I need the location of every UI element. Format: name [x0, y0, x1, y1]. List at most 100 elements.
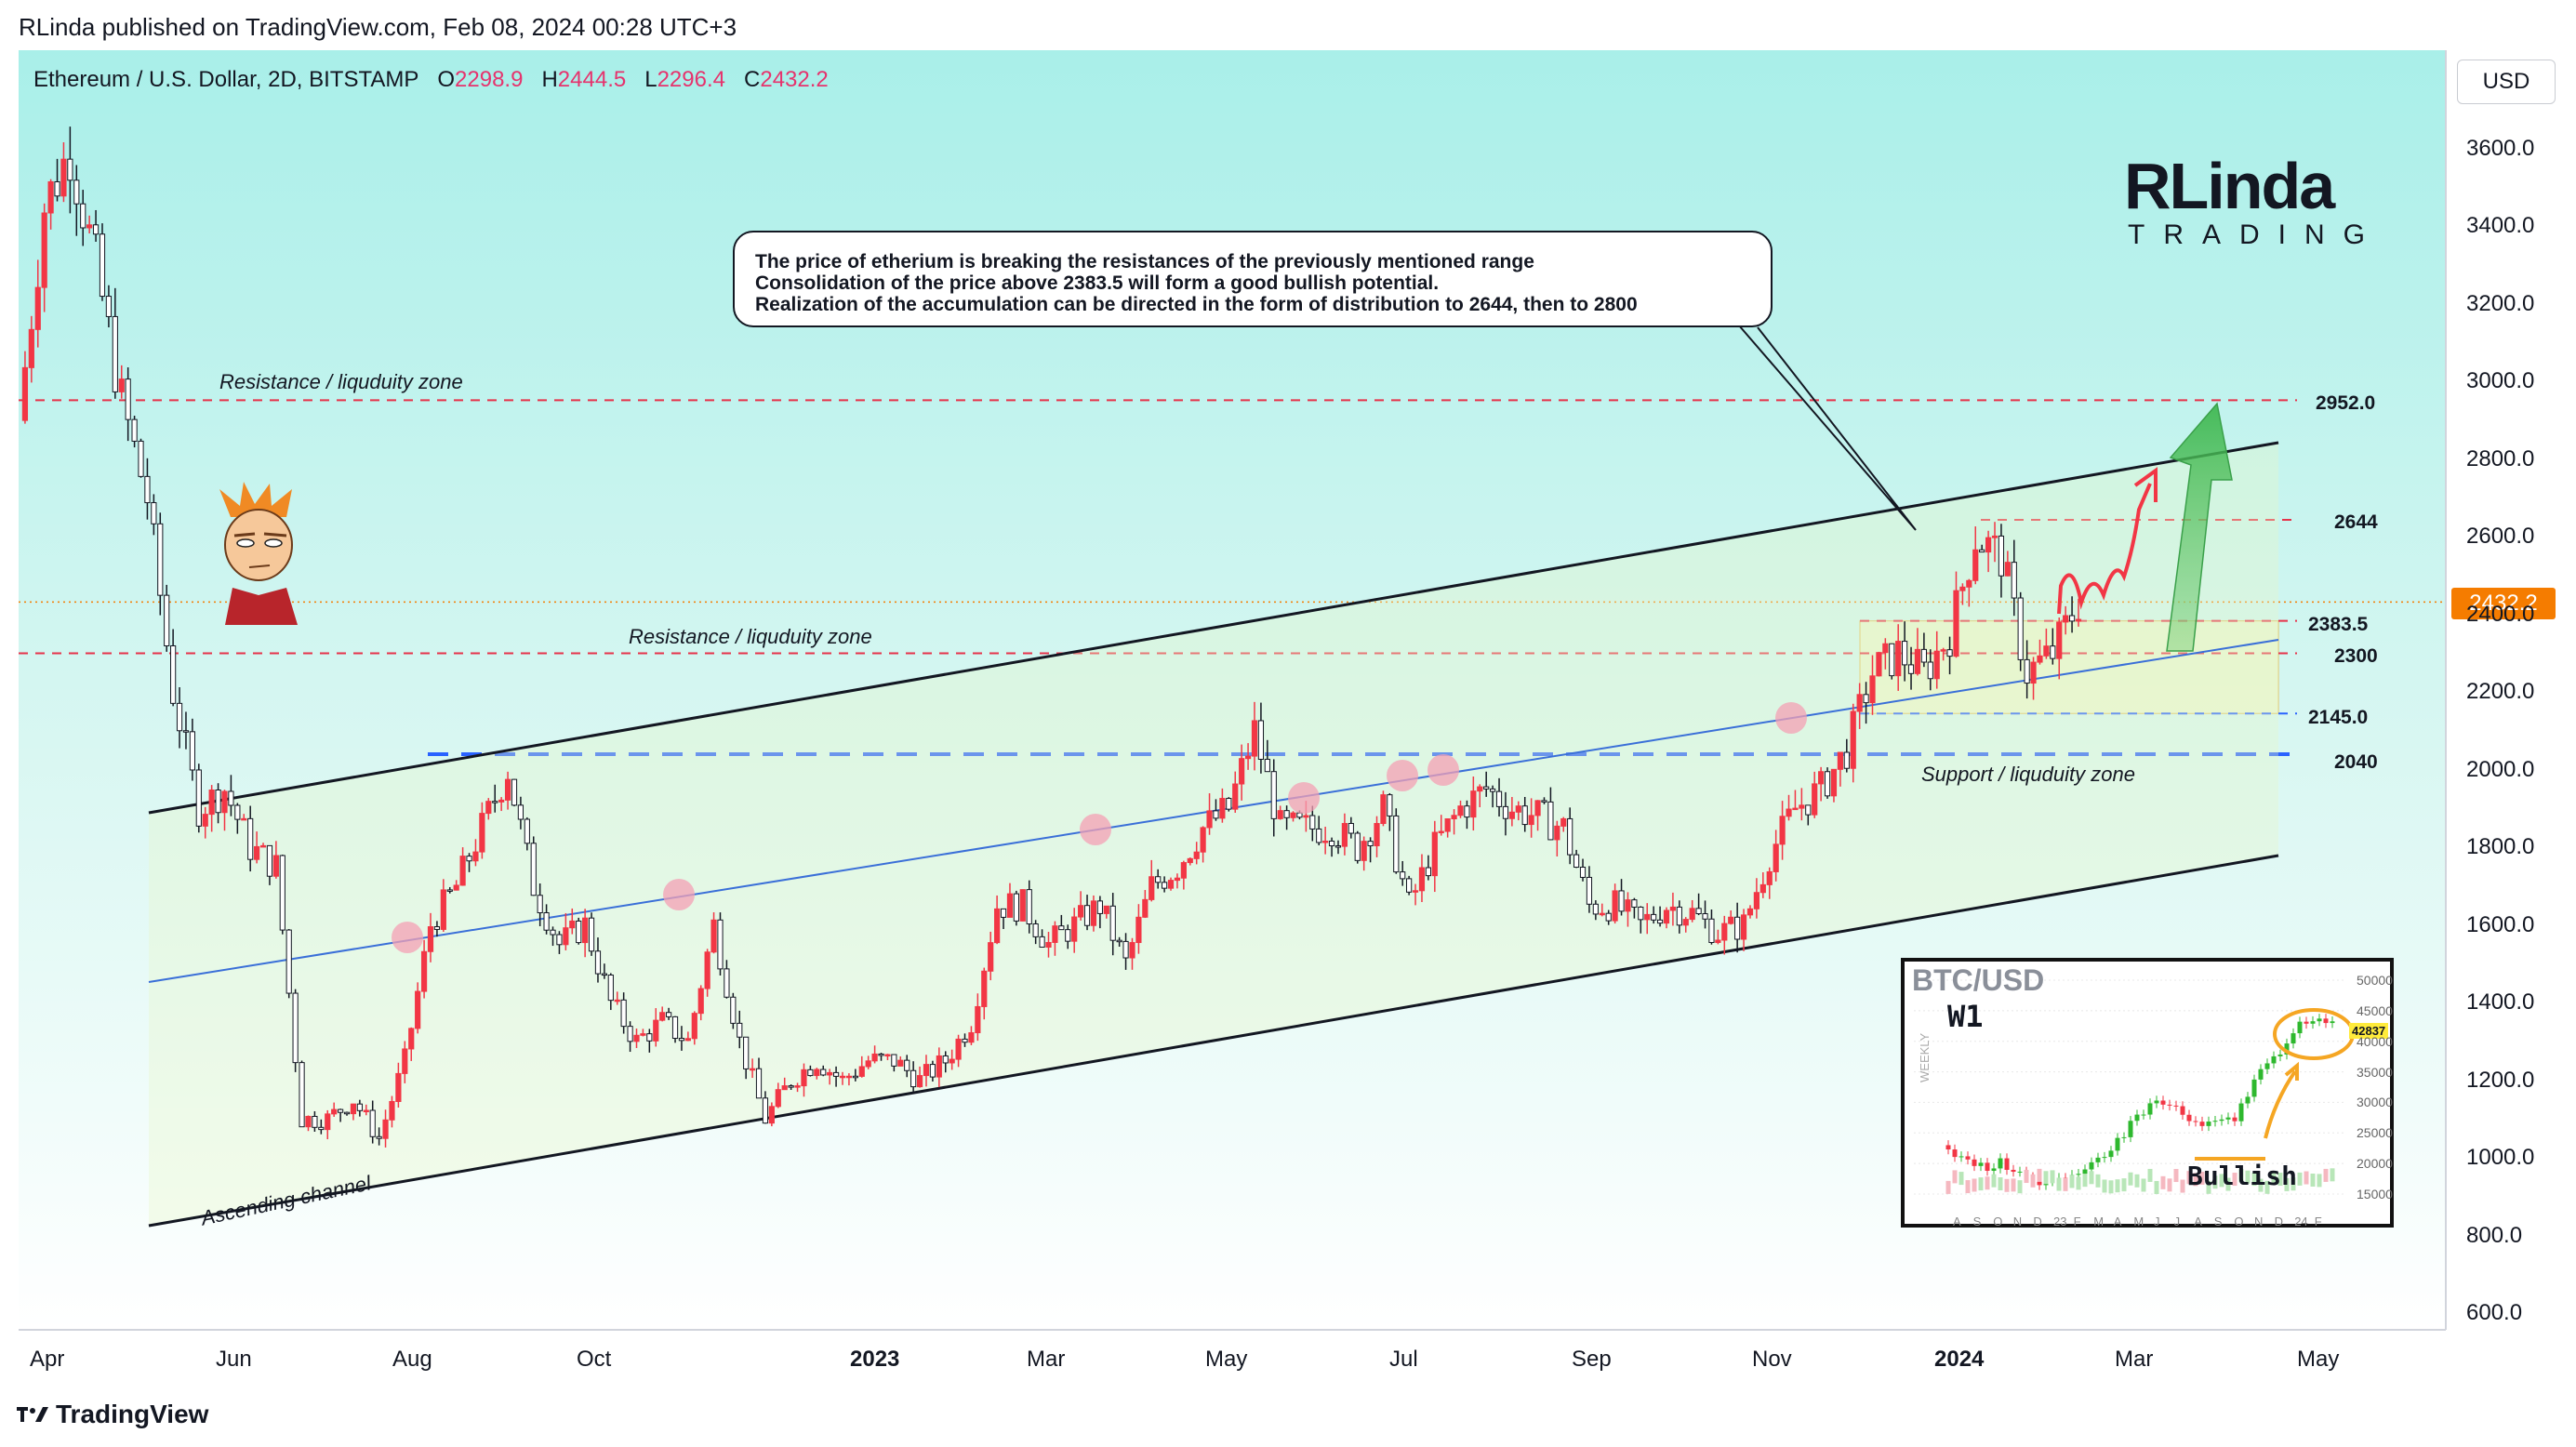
currency-button[interactable]: USD	[2457, 60, 2556, 104]
inset-candle	[2121, 1136, 2127, 1138]
candle-up	[254, 845, 260, 860]
inset-volume-bar	[2206, 1180, 2211, 1194]
inset-candle	[2206, 1122, 2211, 1126]
x-tick-label: May	[1205, 1347, 1248, 1372]
candle-down	[576, 920, 582, 944]
candle-down	[1334, 845, 1342, 848]
candle-up	[1129, 942, 1135, 959]
candle-up	[582, 917, 589, 944]
inset-candle	[2128, 1121, 2133, 1137]
candle-up	[968, 1032, 975, 1043]
candle-up	[697, 988, 704, 1015]
inset-volume-bar	[2310, 1173, 2316, 1187]
candle-down	[157, 523, 164, 596]
candle-down	[1257, 720, 1265, 760]
candle-down	[1354, 832, 1361, 861]
inset-y-tick: 50000	[2357, 973, 2393, 988]
candle-up	[1985, 537, 1992, 553]
candle-down	[678, 1038, 685, 1042]
inset-volume-bar	[2219, 1174, 2224, 1188]
candle-up	[865, 1060, 871, 1068]
candle-up	[684, 1038, 691, 1042]
candle-down	[1920, 648, 1927, 663]
projection-red-arrowhead	[2133, 467, 2158, 502]
inset-volume-bar	[2141, 1178, 2146, 1192]
inset-candle	[2277, 1054, 2283, 1056]
candle-up	[794, 1085, 801, 1088]
candle-down	[556, 934, 563, 946]
candle-up	[704, 951, 710, 989]
candle-up	[1052, 925, 1058, 943]
candle-up	[1644, 913, 1651, 921]
inset-candle	[2186, 1114, 2192, 1122]
candle-down	[1573, 854, 1580, 869]
candle-down	[1605, 912, 1612, 922]
candle-up	[975, 1005, 981, 1034]
candle-up	[1663, 909, 1670, 924]
candle-down	[1065, 929, 1071, 942]
candle-down	[1328, 840, 1335, 847]
candle-down	[1631, 899, 1638, 908]
candle-down	[151, 502, 157, 524]
candle-up	[415, 990, 421, 1029]
inset-volume-bar	[2264, 1180, 2270, 1194]
candle-up	[1290, 812, 1296, 818]
candle-up	[1149, 876, 1155, 900]
candle-down	[1348, 822, 1354, 834]
candle-down	[730, 996, 737, 1024]
inset-volume-bar	[2024, 1170, 2029, 1184]
candle-up	[118, 378, 125, 392]
candle-up	[1792, 807, 1799, 811]
analysis-note[interactable]: The price of etherium is breaking the re…	[733, 231, 1773, 327]
level-2145: 2145.0	[2308, 707, 2369, 728]
inset-candle	[2212, 1121, 2218, 1122]
inset-candle	[2141, 1114, 2146, 1116]
close-value: 2432.2	[760, 67, 829, 92]
channel-lower-line	[148, 854, 2279, 1228]
inset-volume-bar	[2186, 1171, 2192, 1185]
inset-volume-bar	[2167, 1178, 2172, 1192]
btc-inset-chart[interactable]: BTC/USD W1 WEEKLY Bullish 42837 50000 450…	[1901, 958, 2394, 1228]
candle-up	[659, 1012, 666, 1021]
candle-down	[1032, 923, 1039, 937]
candle-down	[537, 895, 543, 914]
candle-down	[182, 730, 190, 733]
inset-title: BTC/USD	[1912, 963, 2045, 997]
candle-up	[1135, 916, 1142, 944]
candle-up	[1167, 880, 1175, 889]
y-tick-label: 1200.0	[2466, 1067, 2535, 1093]
candle-down	[1264, 758, 1270, 773]
inset-volume-bar	[2291, 1177, 2296, 1191]
candle-down	[1586, 876, 1593, 905]
inset-timeframe: W1	[1947, 999, 1984, 1034]
candle-up	[1438, 830, 1444, 834]
candle-down	[1651, 913, 1657, 921]
candle-up	[1759, 883, 1766, 894]
candle-down	[433, 926, 441, 930]
inset-x-tick: A	[1953, 1215, 1961, 1228]
open-label: O	[437, 67, 456, 92]
footer-brand[interactable]: TradingView	[56, 1400, 209, 1428]
candle-up	[1830, 768, 1838, 797]
inset-candle	[2017, 1171, 2023, 1173]
inset-candle	[1985, 1162, 1990, 1172]
candle-up	[1244, 755, 1252, 760]
candle-down	[550, 929, 556, 936]
level-2644: 2644	[2334, 511, 2378, 533]
inset-candle	[1959, 1156, 1964, 1158]
candle-up	[691, 1013, 697, 1040]
inset-volume-bar	[2082, 1174, 2088, 1188]
candle-down	[1638, 906, 1644, 921]
inset-x-tick: S	[1972, 1215, 1982, 1228]
inset-candle	[2082, 1169, 2088, 1175]
candle-up	[1374, 823, 1380, 847]
candle-up	[1322, 840, 1329, 843]
x-tick-label: Apr	[30, 1347, 65, 1372]
candle-up	[2004, 562, 2011, 577]
candle-down	[1695, 908, 1702, 915]
inset-candle	[2115, 1137, 2120, 1151]
candle-down	[910, 1069, 917, 1088]
candle-up	[640, 1033, 646, 1036]
inset-volume-bar	[1945, 1180, 1951, 1194]
candle-down	[446, 889, 453, 892]
